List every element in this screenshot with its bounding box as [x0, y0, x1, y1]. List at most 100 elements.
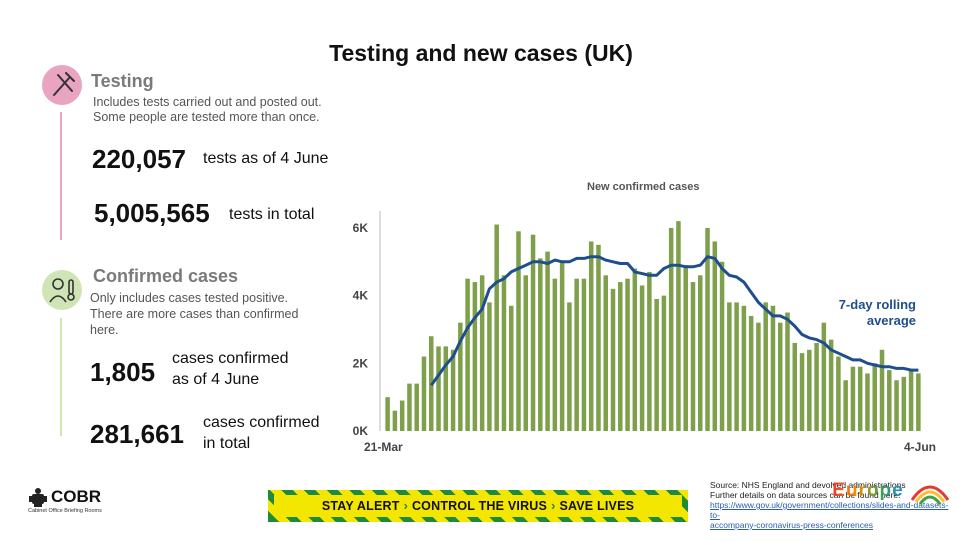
bar [777, 322, 783, 431]
bar [698, 275, 703, 431]
bar [756, 322, 761, 431]
y-tick-label: 6K [353, 221, 369, 235]
cobr-subtitle: Cabinet Office Briefing Rooms [28, 508, 102, 514]
bar [516, 231, 521, 431]
cases-total-label-1: cases confirmed [203, 414, 320, 431]
bar [414, 383, 419, 431]
bar [879, 349, 885, 431]
cobr-logo: COBR Cabinet Office Briefing Rooms [28, 486, 102, 514]
bar [712, 241, 718, 431]
stay-alert-banner: STAY ALERT › CONTROL THE VIRUS › SAVE LI… [268, 490, 688, 522]
tests-total-label: tests in total [229, 206, 315, 223]
rainbow-swoosh-icon [910, 485, 950, 505]
bar [421, 356, 427, 431]
bar [436, 346, 441, 431]
bar [487, 302, 492, 431]
bar [501, 275, 507, 431]
confirmed-note-2: There are more cases than confirmed [90, 307, 299, 321]
cases-daily-label-1: cases confirmed [172, 350, 289, 367]
bar [814, 343, 819, 431]
bar [538, 258, 543, 431]
bar [727, 302, 732, 431]
rolling-average-line [430, 255, 919, 387]
bar [901, 376, 907, 431]
tests-daily-label: tests as of 4 June [203, 150, 329, 167]
bar [887, 370, 892, 431]
bar [719, 261, 725, 431]
bar [552, 278, 558, 431]
europe-watermark: Europe [832, 480, 950, 506]
confirmed-note-3: here. [90, 323, 119, 337]
bar [479, 275, 485, 431]
bar [661, 295, 667, 431]
bar [618, 282, 623, 431]
bar [850, 366, 856, 431]
bar [763, 302, 768, 431]
bar [494, 224, 499, 431]
source-line-1: Source: NHS England and devolved adminis… [710, 480, 906, 490]
x-start-label: 21-Mar [364, 440, 403, 454]
source-link-line-1: https://www.gov.uk/government/collection… [710, 500, 949, 520]
cases-total-label-2: in total [203, 435, 251, 452]
bar [668, 227, 674, 431]
bar [785, 312, 790, 431]
bar [559, 261, 565, 431]
bar [588, 241, 594, 431]
bar [523, 275, 529, 431]
rolling-average-label: 7-day rolling average [800, 297, 916, 329]
bar [625, 278, 630, 431]
bar [632, 268, 638, 431]
cases-daily-value: 1,805 [90, 357, 156, 387]
bar [443, 346, 449, 431]
bar [647, 271, 652, 431]
bar [545, 251, 550, 431]
bar [530, 234, 536, 431]
bar [610, 288, 616, 431]
source-line-2: Further details on data sources can be f… [710, 490, 901, 500]
bar [465, 278, 470, 431]
banner-arrow-2: › [551, 499, 556, 513]
y-tick-label: 2K [353, 356, 369, 370]
bar [741, 305, 747, 431]
bar [654, 299, 659, 431]
bar [450, 349, 456, 431]
bar [908, 370, 914, 431]
cobr-name: COBR [51, 487, 102, 506]
bar [807, 349, 812, 431]
testing-note-2: Some people are tested more than once. [93, 110, 320, 124]
y-tick-label: 0K [353, 424, 369, 438]
testing-heading: Testing [91, 71, 154, 91]
bar [574, 278, 579, 431]
bar [508, 305, 514, 431]
bar [734, 302, 739, 431]
bar [567, 302, 572, 431]
banner-stay-alert: STAY ALERT [321, 499, 400, 513]
bar [676, 221, 681, 431]
bar [865, 373, 870, 431]
bar [799, 353, 805, 431]
bar [392, 410, 398, 431]
banner-save-lives: SAVE LIVES [559, 499, 635, 513]
rolling-average-label-line2: average [866, 313, 916, 328]
confirmed-heading: Confirmed cases [93, 266, 239, 286]
bar [705, 227, 710, 431]
x-end-label: 4-Jun [904, 440, 936, 454]
bar [748, 315, 754, 431]
banner-control-virus: CONTROL THE VIRUS [411, 499, 548, 513]
crest-icon [29, 488, 47, 507]
cases-chart: 0K 2K 4K 6K 21-Mar 4-Jun [353, 211, 936, 454]
bar [581, 278, 587, 431]
cases-daily-label-2: as of 4 June [172, 371, 260, 388]
bar [596, 244, 601, 431]
banner-arrow-1: › [403, 499, 408, 513]
bar [639, 285, 645, 431]
y-tick-label: 4K [353, 289, 369, 303]
source-link[interactable]: https://www.gov.uk/government/collection… [710, 500, 948, 530]
bar [916, 373, 921, 431]
bar [894, 380, 899, 431]
tests-total-value: 5,005,565 [94, 198, 210, 228]
confirmed-icon-circle [42, 270, 82, 310]
bar [836, 356, 841, 431]
bar [683, 265, 688, 431]
confirmed-divider [60, 318, 62, 436]
